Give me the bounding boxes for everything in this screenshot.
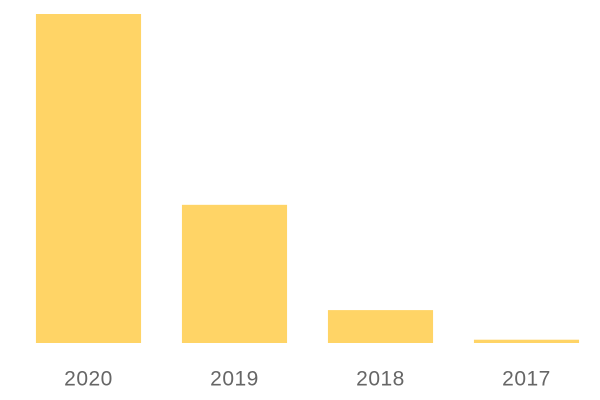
x-tick-label: 2020 — [64, 368, 113, 391]
x-tick-label: 2018 — [356, 368, 405, 391]
bar — [35, 14, 142, 343]
x-tick-label: 2017 — [502, 368, 551, 391]
bar — [327, 310, 434, 343]
x-tick-label: 2019 — [210, 368, 259, 391]
bar — [181, 204, 288, 343]
bar — [473, 339, 580, 343]
